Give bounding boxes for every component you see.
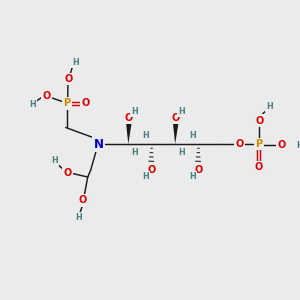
Text: H: H [75,213,82,222]
Text: H: H [178,107,185,116]
Text: O: O [277,140,286,150]
Text: O: O [78,195,87,206]
Text: O: O [64,74,73,84]
Polygon shape [126,122,132,144]
Text: O: O [194,165,203,176]
Text: H: H [142,131,149,140]
Text: H: H [266,102,273,111]
Text: O: O [42,91,50,101]
Text: H: H [51,156,58,165]
Text: H: H [29,100,36,109]
Text: H: H [142,172,149,181]
Text: P: P [64,98,71,109]
Text: O: O [125,112,133,123]
Text: H: H [296,141,300,150]
Text: O: O [172,112,180,123]
Text: H: H [189,131,196,140]
Text: H: H [131,148,138,157]
Text: O: O [235,139,243,149]
Text: H: H [189,172,196,181]
Text: O: O [255,116,263,126]
Polygon shape [173,122,178,144]
Text: H: H [178,148,185,157]
Text: O: O [64,167,72,178]
Text: O: O [82,98,90,109]
Text: P: P [255,139,262,149]
Text: H: H [131,107,138,116]
Text: H: H [72,58,79,67]
Text: O: O [148,165,156,176]
Text: O: O [254,162,263,172]
Text: N: N [94,137,103,151]
